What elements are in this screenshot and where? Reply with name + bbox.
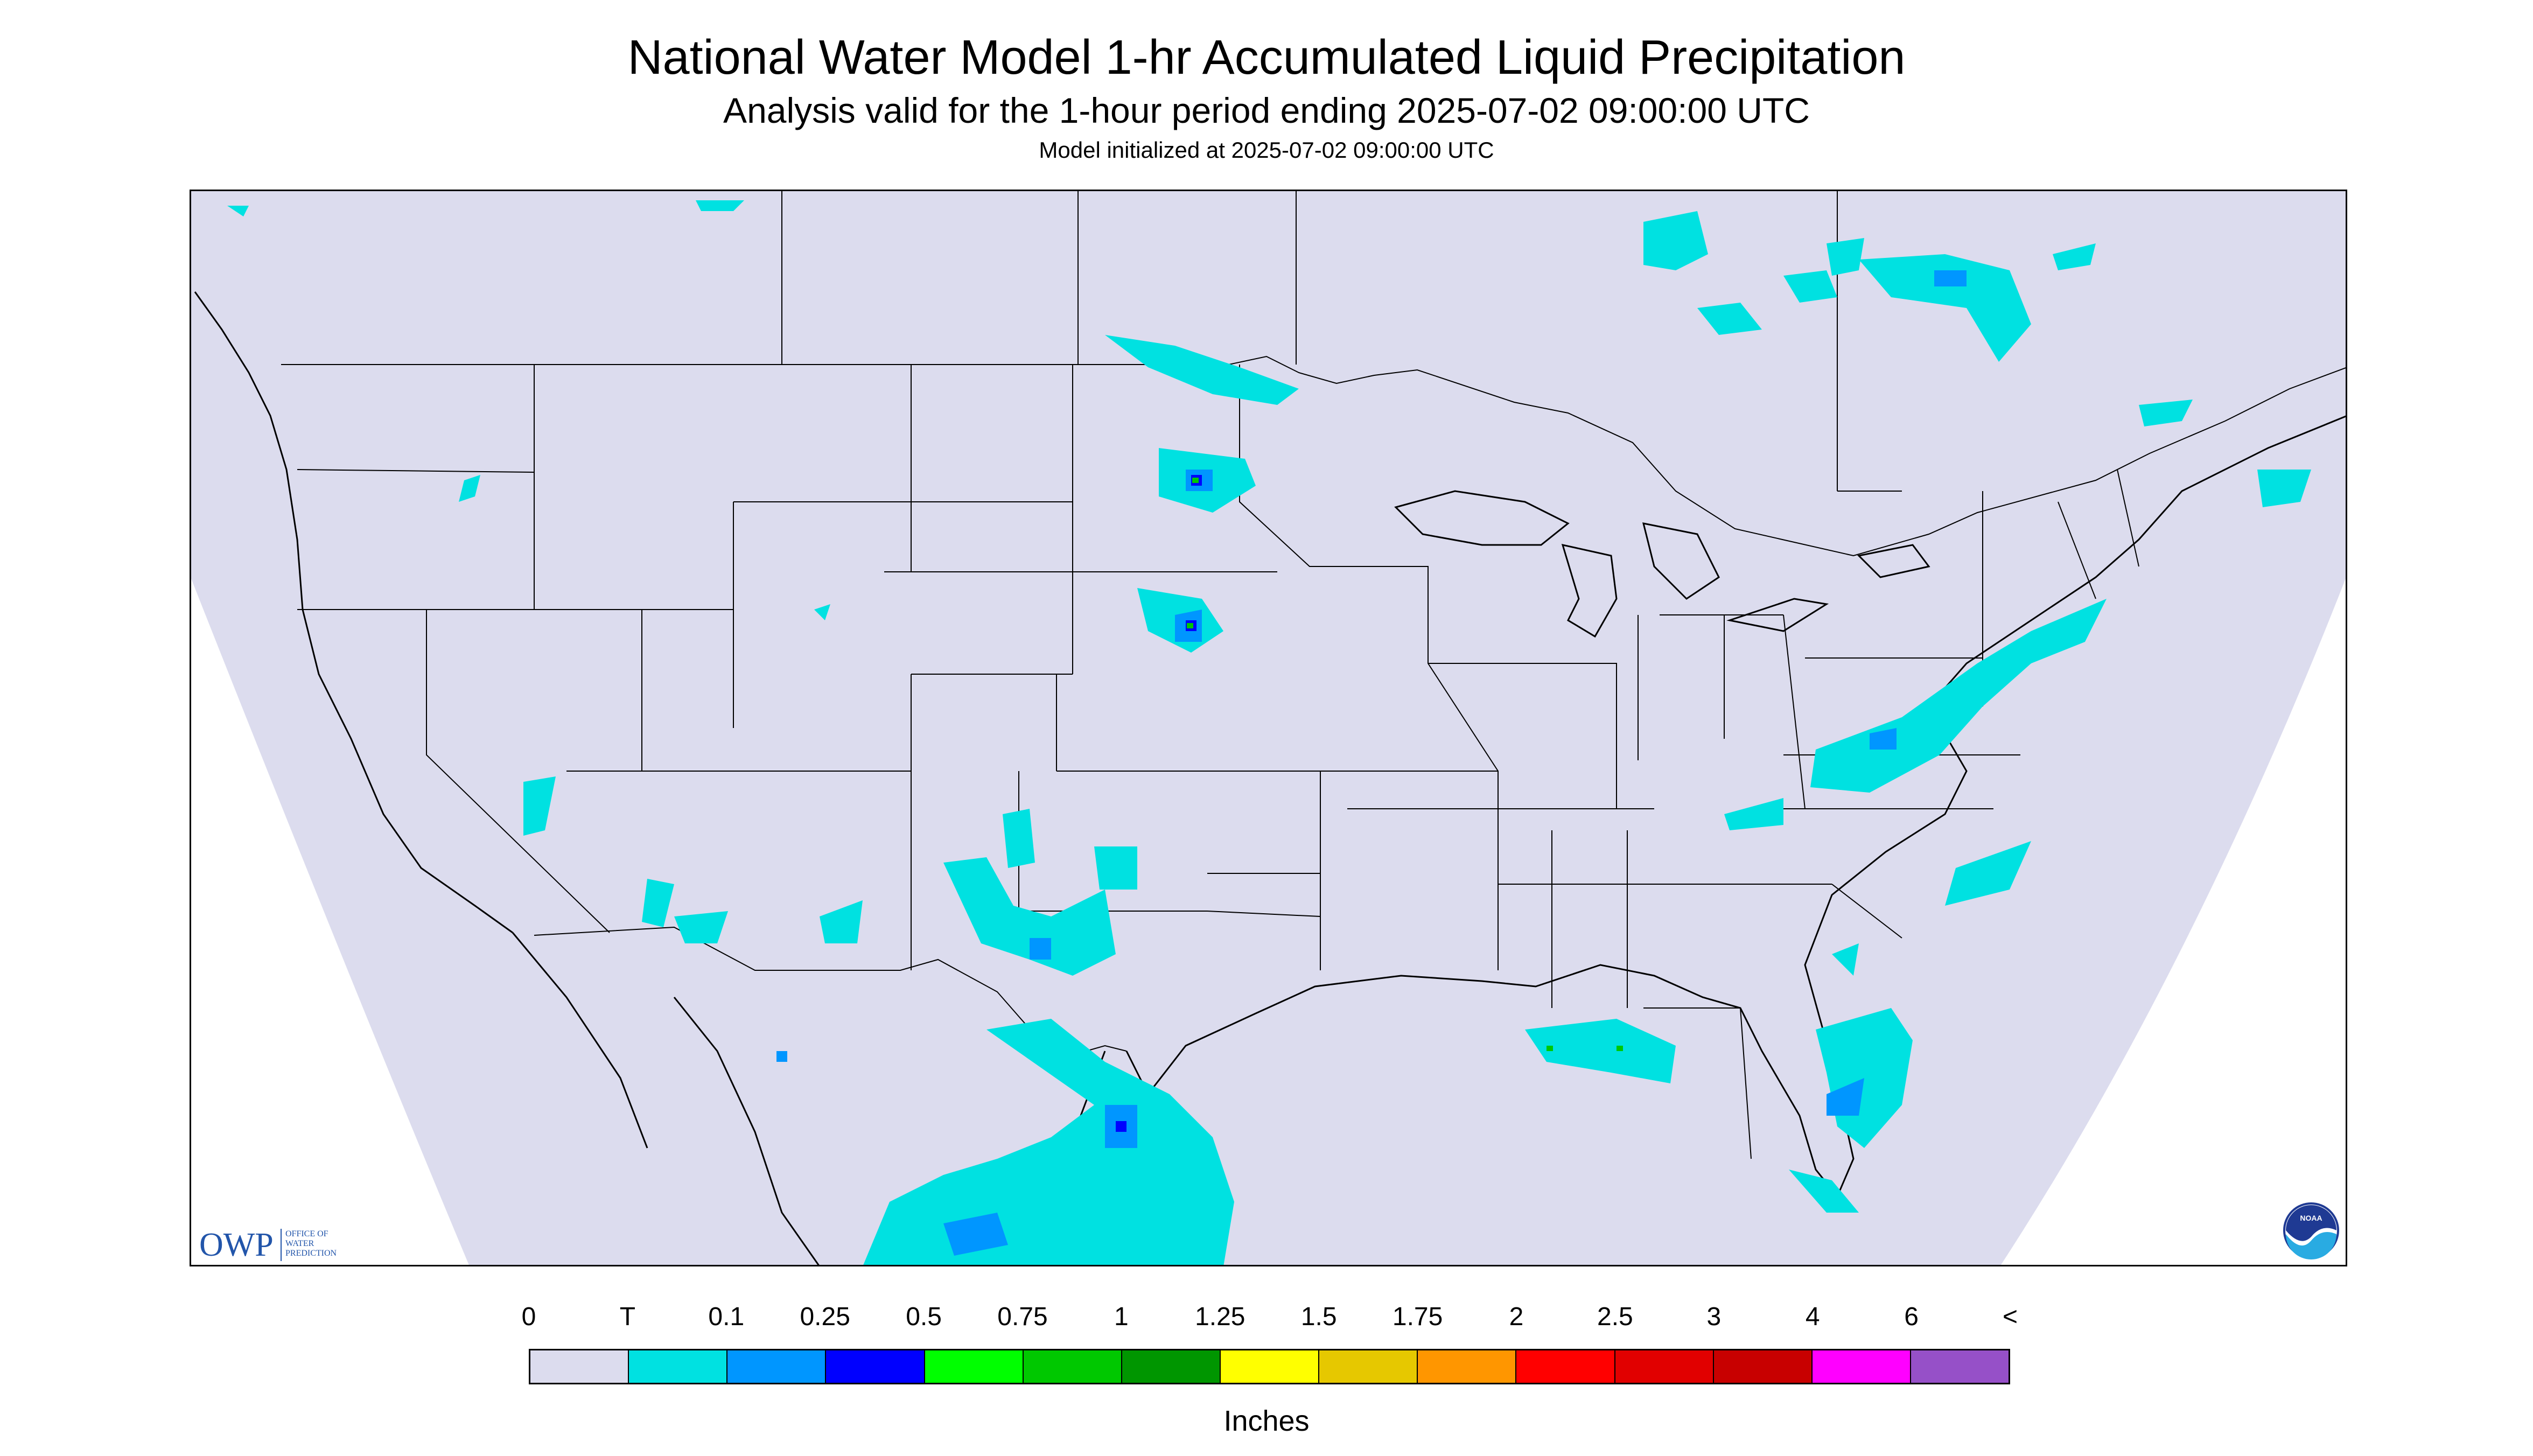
legend-swatch <box>1220 1350 1320 1383</box>
legend-swatch <box>1319 1350 1418 1383</box>
legend-label: 0.75 <box>997 1303 1048 1331</box>
legend-swatch <box>530 1350 629 1383</box>
precip-trace <box>227 200 2311 1266</box>
model-init-text: Model initialized at 2025-07-02 09:00:00… <box>1039 137 1494 163</box>
political-boundaries <box>281 190 2347 1159</box>
owp-logo: OWP OFFICE OF WATER PREDICTION <box>199 1227 337 1263</box>
legend-label: 1 <box>1114 1303 1129 1331</box>
canada-border <box>281 355 2347 557</box>
legend-label: 6 <box>1904 1303 1919 1331</box>
legend-swatch <box>1122 1350 1221 1383</box>
legend-swatch <box>1911 1350 2009 1383</box>
legend-swatch <box>1615 1350 1714 1383</box>
legend-swatch <box>1418 1350 1517 1383</box>
legend-label: 2 <box>1509 1303 1524 1331</box>
legend-label: 0.5 <box>906 1303 942 1331</box>
legend-swatch <box>727 1350 827 1383</box>
precip-heavy <box>1187 478 1623 1051</box>
noaa-logo-icon: NOAA <box>2283 1202 2339 1259</box>
svg-text:WATER: WATER <box>285 1239 314 1248</box>
svg-text:OFFICE OF: OFFICE OF <box>285 1229 328 1238</box>
legend-units: Inches <box>1223 1405 1310 1437</box>
svg-text:NOAA: NOAA <box>2300 1214 2322 1222</box>
legend-label: 1.25 <box>1195 1303 1245 1331</box>
legend-label: 0.1 <box>708 1303 745 1331</box>
pacific-coast <box>194 291 513 934</box>
legend-swatch <box>629 1350 728 1383</box>
model-domain <box>190 190 2347 1266</box>
legend-swatch <box>1516 1350 1615 1383</box>
owp-logo-text: OWP <box>199 1227 274 1263</box>
precip-color-legend <box>529 1349 2010 1384</box>
map-frame <box>190 190 2347 1266</box>
legend-label: 3 <box>1706 1303 1722 1331</box>
legend-swatch <box>826 1350 925 1383</box>
legend-label: 0 <box>521 1303 536 1331</box>
legend-label: 1.5 <box>1300 1303 1337 1331</box>
legend-label: 1.75 <box>1392 1303 1443 1331</box>
legend-swatch <box>925 1350 1024 1383</box>
legend-label: < <box>2002 1303 2018 1331</box>
legend-label: 4 <box>1805 1303 1820 1331</box>
precipitation-map: OWP OFFICE OF WATER PREDICTION NOAA <box>190 190 2347 1266</box>
legend-swatch <box>1713 1350 1813 1383</box>
chart-title: National Water Model 1-hr Accumulated Li… <box>627 31 1906 85</box>
legend-label: T <box>619 1303 636 1331</box>
chart-subtitle: Analysis valid for the 1-hour period end… <box>723 90 1810 130</box>
legend-label: 0.25 <box>800 1303 850 1331</box>
great-lakes <box>1394 490 1930 638</box>
legend-swatch <box>1023 1350 1122 1383</box>
legend-label: 2.5 <box>1597 1303 1633 1331</box>
svg-text:PREDICTION: PREDICTION <box>285 1249 337 1258</box>
legend-swatch <box>1812 1350 1911 1383</box>
